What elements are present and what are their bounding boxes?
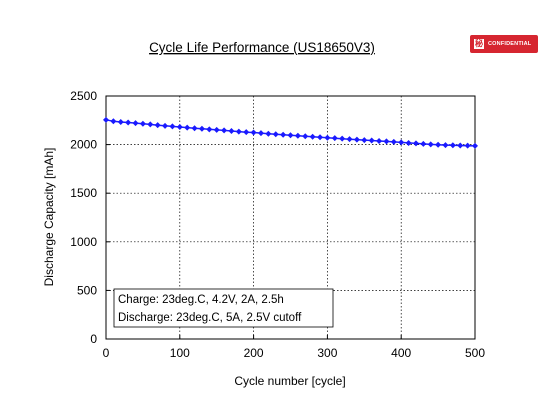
confidential-label: CONFIDENTIAL <box>488 41 532 47</box>
data-point <box>383 138 390 145</box>
annotation-discharge: Discharge: 23deg.C, 5A, 2.5V cutoff <box>118 312 302 324</box>
data-point <box>398 139 405 146</box>
data-point <box>243 129 250 136</box>
data-point <box>405 139 412 146</box>
data-point <box>265 130 272 137</box>
data-point <box>132 120 139 127</box>
data-point <box>206 126 213 133</box>
y-axis-ticks: 0 500 1000 1500 2000 2500 <box>70 89 110 346</box>
data-point <box>427 141 434 148</box>
data-point <box>257 130 264 137</box>
data-point <box>331 135 338 142</box>
data-point <box>287 132 294 139</box>
y-tick-label: 500 <box>77 283 97 297</box>
x-tick-label: 0 <box>103 346 110 360</box>
data-point <box>117 118 124 125</box>
x-tick-label: 500 <box>465 346 485 360</box>
data-point <box>198 125 205 132</box>
y-tick-label: 1500 <box>70 186 97 200</box>
data-point <box>302 133 309 140</box>
data-point <box>472 142 478 149</box>
x-tick-label: 200 <box>244 346 264 360</box>
data-point <box>147 121 154 128</box>
data-point <box>154 122 161 129</box>
data-point <box>125 119 132 126</box>
data-point <box>317 134 324 141</box>
data-point <box>368 137 375 144</box>
data-point <box>420 140 427 147</box>
data-point <box>309 133 316 140</box>
data-point <box>191 125 198 132</box>
data-point <box>361 137 368 144</box>
data-point <box>184 124 191 131</box>
data-point <box>324 134 331 141</box>
annotation-charge: Charge: 23deg.C, 4.2V, 2A, 2.5h <box>118 294 284 306</box>
x-axis-label: Cycle number [cycle] <box>234 374 345 388</box>
data-point <box>213 126 220 133</box>
x-tick-label: 300 <box>317 346 337 360</box>
data-point <box>412 140 419 147</box>
seal-icon: 秘 <box>474 39 484 49</box>
confidential-badge: 秘 CONFIDENTIAL <box>470 35 538 53</box>
data-point <box>435 141 442 148</box>
data-point <box>464 142 471 149</box>
conditions-box: Charge: 23deg.C, 4.2V, 2A, 2.5h Discharg… <box>113 288 334 328</box>
data-point <box>221 127 228 134</box>
chart-title: Cycle Life Performance (US18650V3) <box>149 40 375 55</box>
data-point <box>176 124 183 131</box>
data-point <box>272 131 279 138</box>
data-point <box>457 142 464 149</box>
data-point <box>390 138 397 145</box>
data-point <box>294 132 301 139</box>
data-point <box>250 129 257 136</box>
data-point <box>339 135 346 142</box>
x-tick-label: 400 <box>391 346 411 360</box>
data-point <box>169 123 176 130</box>
data-point <box>103 116 109 123</box>
y-tick-label: 1000 <box>70 235 97 249</box>
data-point <box>376 138 383 145</box>
data-point <box>353 136 360 143</box>
data-point <box>449 142 456 149</box>
data-point <box>110 118 117 125</box>
y-tick-label: 2000 <box>70 138 97 152</box>
y-tick-label: 2500 <box>70 89 97 103</box>
data-point <box>280 131 287 138</box>
data-point <box>346 136 353 143</box>
data-point <box>235 128 242 135</box>
x-axis-ticks: 0 100 200 300 400 500 <box>103 335 485 360</box>
data-point <box>442 142 449 149</box>
y-tick-label: 0 <box>90 332 97 346</box>
x-tick-label: 100 <box>170 346 190 360</box>
data-point <box>228 127 235 134</box>
data-point <box>162 122 169 129</box>
y-axis-label: Discharge Capacity [mAh] <box>42 148 56 287</box>
data-series <box>103 116 478 149</box>
data-point <box>139 120 146 127</box>
